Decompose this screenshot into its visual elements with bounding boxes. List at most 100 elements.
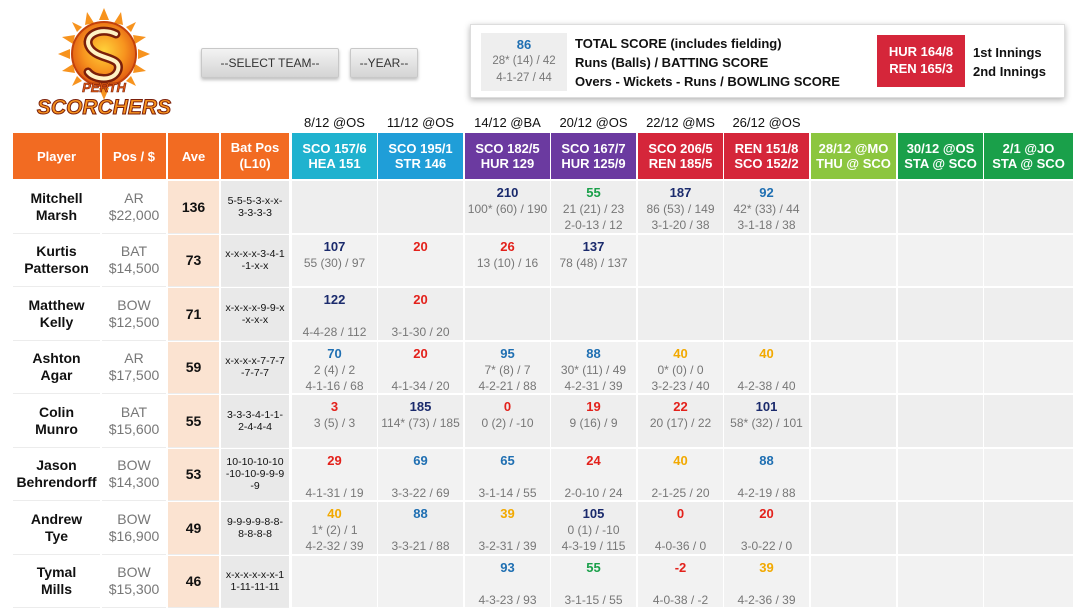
bowling-score: 4-1-16 / 68 — [305, 378, 364, 393]
match-header-2[interactable]: SCO 195/1 STR 146 — [378, 133, 463, 179]
total-score: 55 — [586, 185, 601, 200]
batting-score: 0* (0) / 0 — [657, 362, 704, 377]
bowling-score: 3-1-18 / 38 — [737, 218, 796, 232]
match-score-cell[interactable]: 122 4-4-28 / 112 — [292, 288, 377, 341]
col-header-ave[interactable]: Ave — [168, 133, 219, 179]
match-score-cell[interactable]: 185 114* (73) / 185 — [378, 395, 463, 448]
match-score-cell — [984, 341, 1073, 394]
player-price: $22,000 — [108, 206, 160, 223]
player-name[interactable]: Colin Munro — [13, 395, 100, 448]
match-score-cell[interactable]: 20 — [378, 234, 463, 287]
batting-score — [984, 415, 1073, 431]
player-last-name: Mills — [40, 581, 73, 598]
match-score-cell[interactable]: 69 3-3-22 / 69 — [378, 448, 463, 501]
match-score-cell[interactable]: 40 4-2-38 / 40 — [724, 341, 809, 394]
legend-score-first: HUR 164/8 — [888, 44, 954, 59]
legend-innings: 1st Innings 2nd Innings — [973, 43, 1046, 81]
player-position: BAT — [120, 243, 148, 260]
match-score-cell[interactable]: 88 30* (11) / 49 4-2-31 / 39 — [551, 341, 636, 394]
col-header-batpos[interactable]: Bat Pos (L10) — [221, 133, 289, 179]
select-team-dropdown[interactable]: --SELECT TEAM-- — [201, 48, 339, 78]
player-name[interactable]: Mitchell Marsh — [13, 181, 100, 234]
match-header-1[interactable]: SCO 157/6 HEA 151 — [292, 133, 377, 179]
match-header-8[interactable]: 30/12 @OS STA @ SCO — [898, 133, 983, 179]
match-score-cell[interactable]: 187 86 (53) / 149 3-1-20 / 38 — [638, 181, 723, 234]
match-score-cell[interactable]: 88 3-3-21 / 88 — [378, 502, 463, 555]
bowling-score — [811, 378, 896, 394]
bowling-score — [724, 431, 809, 447]
match-score-cell[interactable]: 24 2-0-10 / 24 — [551, 448, 636, 501]
player-name[interactable]: Ashton Agar — [13, 341, 100, 394]
match-score-cell[interactable]: 107 55 (30) / 97 — [292, 234, 377, 287]
perth-scorchers-logo[interactable]: PERTH SCORCHERS — [30, 8, 178, 124]
match-score-cell[interactable]: 40 0* (0) / 0 3-2-23 / 40 — [638, 341, 723, 394]
match-score-cell[interactable]: 39 4-2-36 / 39 — [724, 555, 809, 608]
match-score-cell[interactable]: 29 4-1-31 / 19 — [292, 448, 377, 501]
total-score: 22 — [673, 399, 688, 414]
match-score-cell[interactable]: 39 3-2-31 / 39 — [465, 502, 550, 555]
player-name[interactable]: Andrew Tye — [13, 502, 100, 555]
match-score-cell — [984, 181, 1073, 234]
match-score-cell[interactable]: 20 3-1-30 / 20 — [378, 288, 463, 341]
player-name[interactable]: Matthew Kelly — [13, 288, 100, 341]
match-score-cell[interactable]: -2 4-0-38 / -2 — [638, 555, 723, 608]
match-score-cell[interactable]: 22 20 (17) / 22 — [638, 395, 723, 448]
bowling-score — [292, 217, 377, 233]
match-score-cell[interactable]: 105 0 (1) / -10 4-3-19 / 115 — [551, 502, 636, 555]
match-score-cell[interactable]: 55 21 (21) / 23 2-0-13 / 12 — [551, 181, 636, 234]
legend-first-innings: 1st Innings — [973, 45, 1042, 60]
total-score: 20 — [413, 238, 428, 254]
player-name[interactable]: Tymal Mills — [13, 555, 100, 608]
total-score — [811, 399, 896, 415]
match-score-cell[interactable]: 88 4-2-19 / 88 — [724, 448, 809, 501]
match-score-cell[interactable]: 40 1* (2) / 1 4-2-32 / 39 — [292, 502, 377, 555]
match-score-cell[interactable]: 3 3 (5) / 3 — [292, 395, 377, 448]
match-score-cell[interactable]: 95 7* (8) / 7 4-2-21 / 88 — [465, 341, 550, 394]
match-header-7[interactable]: 28/12 @MO THU @ SCO — [811, 133, 896, 179]
match-header-4[interactable]: SCO 167/7 HUR 125/9 — [551, 133, 636, 179]
player-average: 55 — [168, 395, 219, 448]
match-score-cell[interactable]: 92 42* (33) / 44 3-1-18 / 38 — [724, 181, 809, 234]
match-score-cell[interactable]: 65 3-1-14 / 55 — [465, 448, 550, 501]
match-score-cell[interactable]: 70 2 (4) / 2 4-1-16 / 68 — [292, 341, 377, 394]
batting-score — [724, 469, 809, 485]
match-score-cell[interactable]: 19 9 (16) / 9 — [551, 395, 636, 448]
player-name[interactable]: Kurtis Patterson — [13, 234, 100, 287]
match-score-cell[interactable]: 26 13 (10) / 16 — [465, 234, 550, 287]
match-score-cell[interactable]: 0 4-0-36 / 0 — [638, 502, 723, 555]
match-score-cell[interactable]: 0 0 (2) / -10 — [465, 395, 550, 448]
match-score-cell[interactable]: 93 4-3-23 / 93 — [465, 555, 550, 608]
select-year-dropdown[interactable]: --YEAR-- — [350, 48, 418, 78]
total-score — [811, 453, 896, 469]
batting-score: 13 (10) / 16 — [476, 255, 539, 270]
player-batting-positions: 3-3-3-4-1-1-2-4-4-4 — [221, 395, 289, 448]
batting-score — [811, 362, 896, 378]
legend-bowling-label: Overs - Wickets - Runs / BOWLING SCORE — [575, 74, 840, 89]
batting-score: 42* (33) / 44 — [733, 202, 800, 216]
col-header-pos[interactable]: Pos / $ — [102, 133, 166, 179]
batting-score — [984, 308, 1073, 324]
match-header-6[interactable]: REN 151/8 SCO 152/2 — [724, 133, 809, 179]
batting-score — [378, 469, 463, 485]
col-header-player[interactable]: Player — [13, 133, 100, 179]
batting-score — [898, 469, 983, 485]
player-average: 71 — [168, 288, 219, 341]
match-score-cell[interactable]: 55 3-1-15 / 55 — [551, 555, 636, 608]
match-header-5[interactable]: SCO 206/5 REN 185/5 — [638, 133, 723, 179]
batting-score — [984, 255, 1073, 271]
match-header-3[interactable]: SCO 182/5 HUR 129 — [465, 133, 550, 179]
bowling-score — [465, 324, 550, 340]
match-score-cell[interactable]: 210 100* (60) / 190 — [465, 181, 550, 234]
batting-score — [811, 201, 896, 217]
batting-score — [378, 576, 463, 592]
match-score-cell[interactable]: 40 2-1-25 / 20 — [638, 448, 723, 501]
match-header-9[interactable]: 2/1 @JO STA @ SCO — [984, 133, 1073, 179]
player-average: 136 — [168, 181, 219, 234]
player-first-name: Colin — [39, 403, 74, 420]
match-score-cell[interactable]: 20 4-1-34 / 20 — [378, 341, 463, 394]
player-name[interactable]: Jason Behrendorff — [13, 448, 100, 501]
match-score-cell[interactable]: 101 58* (32) / 101 — [724, 395, 809, 448]
match-score-cell[interactable]: 137 78 (48) / 137 — [551, 234, 636, 287]
match-score-cell[interactable]: 20 3-0-22 / 0 — [724, 502, 809, 555]
